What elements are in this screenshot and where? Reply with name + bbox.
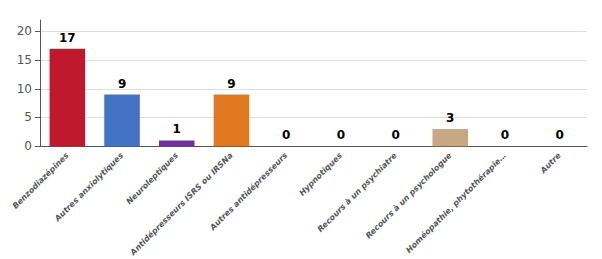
svg-text:Hypnotiques: Hypnotiques: [297, 151, 344, 198]
svg-text:Homéopathie, phytothérapie…: Homéopathie, phytothérapie…: [404, 151, 508, 255]
svg-text:Neuroleptiques: Neuroleptiques: [125, 151, 180, 206]
svg-text:17: 17: [59, 31, 76, 45]
svg-text:0: 0: [555, 128, 563, 142]
svg-text:0: 0: [337, 128, 345, 142]
svg-text:9: 9: [227, 77, 235, 91]
svg-text:3: 3: [446, 111, 454, 125]
svg-text:10: 10: [17, 82, 32, 96]
svg-text:Recours à un psychiatre: Recours à un psychiatre: [315, 151, 399, 234]
svg-text:15: 15: [17, 53, 32, 67]
svg-text:9: 9: [118, 77, 126, 91]
svg-text:0: 0: [391, 128, 399, 142]
svg-text:Benzodiazépines: Benzodiazépines: [11, 151, 71, 211]
svg-text:Autres anxiolytiques: Autres anxiolytiques: [52, 151, 125, 224]
svg-text:5: 5: [24, 110, 32, 124]
svg-text:0: 0: [501, 128, 509, 142]
svg-text:Recours à un psychologue: Recours à un psychologue: [364, 151, 454, 241]
svg-text:Autre: Autre: [538, 151, 563, 176]
svg-text:1: 1: [173, 122, 181, 136]
svg-text:20: 20: [17, 24, 32, 38]
svg-text:0: 0: [282, 128, 290, 142]
svg-text:Autres antidépresseurs: Autres antidépresseurs: [208, 151, 290, 233]
svg-text:0: 0: [24, 139, 32, 153]
svg-text:Antidépresseurs ISRS ou IRSNa: Antidépresseurs ISRS ou IRSNa: [128, 151, 235, 258]
